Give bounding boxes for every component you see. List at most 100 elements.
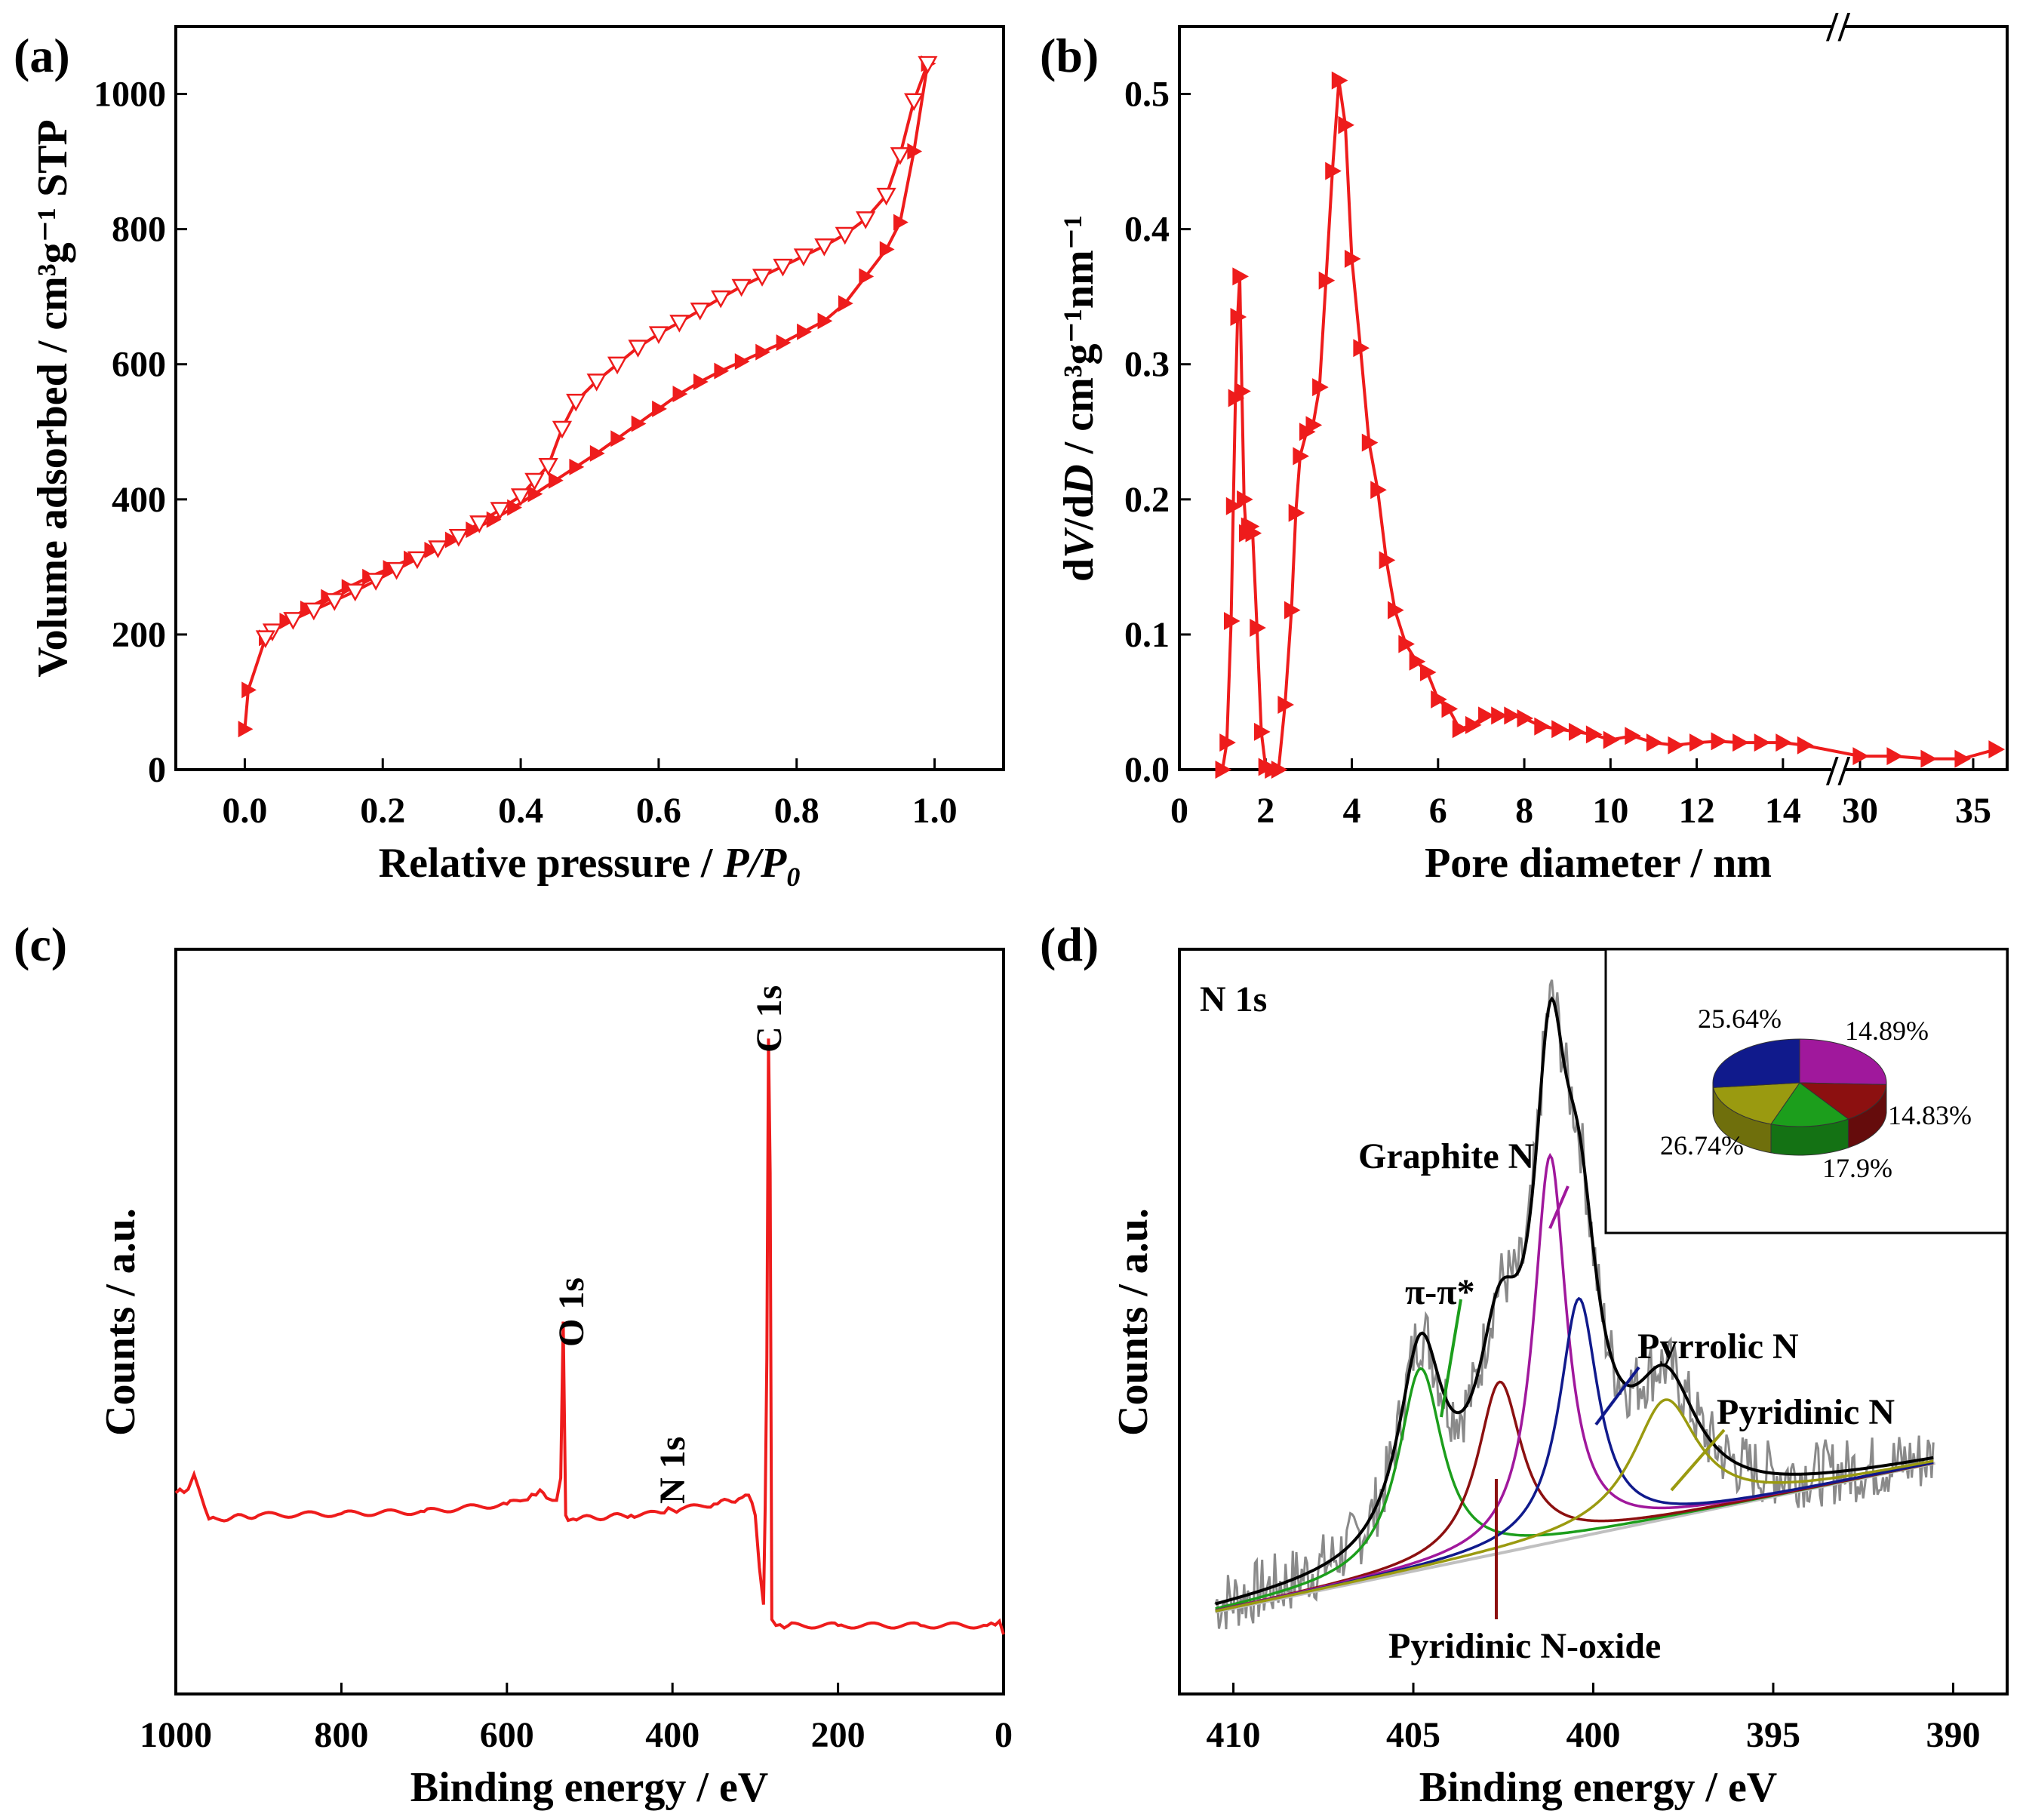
b-x-tick-label: 4 [1343, 791, 1361, 831]
b-y-tick-label: 0.4 [1124, 210, 1170, 250]
a-point-adsorption [241, 681, 257, 699]
b-point [1318, 271, 1336, 290]
a-point-adsorption [734, 353, 750, 370]
b-point [1920, 749, 1937, 768]
a-x-tick-label: 0.8 [774, 791, 819, 831]
pie-slice-top [1713, 1082, 1800, 1125]
b-x-tick-label: 14 [1765, 791, 1801, 831]
a-point-desorption [428, 540, 448, 558]
b-point [1398, 635, 1415, 653]
a-point-adsorption [631, 415, 647, 432]
panel-b-y-axis-title-part-2: V [1056, 527, 1102, 558]
panel-a-x-axis-title-sub: 0 [786, 862, 800, 892]
a-point-desorption [448, 529, 469, 547]
panel-a-x-axis-title-main: Relative pressure / [379, 840, 724, 887]
a-point-desorption [773, 258, 793, 277]
b-x-tick-label: 8 [1515, 791, 1533, 831]
annotation-o1s: O 1s [552, 1277, 592, 1347]
b-x-tick-label: 6 [1429, 791, 1447, 831]
b-point [1245, 524, 1262, 543]
a-point-adsorption [817, 312, 833, 330]
c-x-tick-label: 1000 [140, 1715, 212, 1755]
b-point [1232, 267, 1249, 286]
c-series-line [174, 1038, 1005, 1635]
b-y-tick-label: 0.5 [1124, 75, 1170, 115]
a-point-desorption [283, 612, 303, 630]
panel-d-x-ticks: 410 405 400 395 390 [1207, 1683, 1980, 1755]
a-point-desorption [876, 187, 896, 206]
b-point [1338, 115, 1354, 134]
a-point-desorption [731, 278, 752, 297]
b-y-tick-label: 0.2 [1124, 480, 1170, 520]
label-pyridinic-n-oxide: Pyridinic N-oxide [1388, 1626, 1661, 1666]
arrow-pyrrolic-n [1594, 1366, 1640, 1426]
b-point [1225, 497, 1243, 515]
b-point [1668, 736, 1685, 755]
panel-a-x-axis-title: Relative pressure / P/P0 [379, 840, 801, 892]
panel-d-series [1214, 979, 1936, 1630]
panel-a-plot-frame [174, 25, 1005, 771]
a-point-desorption [345, 583, 365, 602]
panel-c: (c) 1000 800 600 400 200 0 C 1s O 1s N 1s Bin… [14, 918, 1013, 1811]
label-pyridinic-n: Pyridinic N [1717, 1392, 1895, 1432]
pie-label-25-64: 25.64% [1698, 1004, 1782, 1034]
a-point-desorption [552, 420, 573, 439]
b-point [1689, 733, 1706, 752]
b-point [1353, 339, 1370, 358]
a-point-desorption [793, 248, 814, 267]
b-x-tick-label: 10 [1592, 791, 1628, 831]
pie-slice-top [1770, 1082, 1849, 1127]
pie-label-14-83: 14.83% [1888, 1100, 1972, 1130]
a-point-desorption [469, 515, 490, 533]
a-point-desorption [566, 393, 586, 412]
a-point-adsorption [893, 214, 909, 231]
b-point [1223, 612, 1241, 630]
c-x-tick-label: 600 [480, 1715, 534, 1755]
panel-d: (d) N 1s 410 405 400 395 390 Graphite N π-π*… [1040, 918, 2009, 1811]
b-x-tick-label: 0 [1170, 791, 1188, 831]
b-point [1711, 732, 1728, 751]
panel-a-x-axis-title-italic: P/P [722, 840, 787, 887]
panel-b-y-axis-title-part-1: d [1056, 558, 1102, 582]
a-x-tick-label: 0.4 [498, 791, 543, 831]
a-point-desorption [711, 290, 731, 309]
d-x-tick-label: 410 [1207, 1715, 1261, 1755]
b-y-tick-label: 0.0 [1124, 750, 1170, 790]
b-point [1452, 720, 1469, 739]
a-point-desorption [814, 238, 835, 257]
panel-b: (b) // // 0 2 4 6 8 10 12 14 30 35 0.00.10.20.30.… [1040, 4, 2009, 887]
component-labels: Graphite N π-π* Pyrrolic N Pyridinic N P… [1358, 1136, 1895, 1666]
b-point [1431, 690, 1447, 709]
b-x-tick-label: 30 [1842, 791, 1878, 831]
b-point [1441, 699, 1459, 718]
d-x-tick-label: 405 [1386, 1715, 1440, 1755]
a-point-adsorption [714, 362, 730, 380]
c-x-tick-label: 0 [995, 1715, 1013, 1755]
b-point [1271, 761, 1288, 779]
b-point [1988, 740, 2005, 759]
a-y-tick-label: 600 [112, 345, 166, 385]
d-envelope [1215, 996, 1934, 1606]
a-point-adsorption [755, 343, 771, 361]
panel-b-y-axis-title-part-4: D [1056, 464, 1102, 495]
pie-label-26-74: 26.74% [1660, 1130, 1744, 1161]
a-y-tick-label: 200 [112, 615, 166, 655]
b-point [1585, 725, 1603, 744]
a-point-adsorption [466, 521, 481, 539]
panel-a-series [238, 55, 938, 738]
b-point [1776, 733, 1792, 752]
b-point [1234, 382, 1251, 401]
a-point-desorption [628, 340, 648, 358]
b-point [1388, 601, 1404, 619]
a-point-adsorption [527, 485, 543, 503]
b-point [1361, 433, 1379, 452]
d-x-tick-label: 400 [1566, 1715, 1621, 1755]
b-point [1852, 747, 1869, 766]
a-y-tick-label: 1000 [94, 75, 166, 115]
b-point [1478, 706, 1495, 725]
b-point [1370, 481, 1387, 500]
annotation-c1s: C 1s [749, 985, 789, 1053]
panel-b-y-ticks: 0.0 0.1 0.2 0.3 0.4 0.5 [1124, 75, 1191, 790]
a-point-desorption [524, 472, 545, 491]
